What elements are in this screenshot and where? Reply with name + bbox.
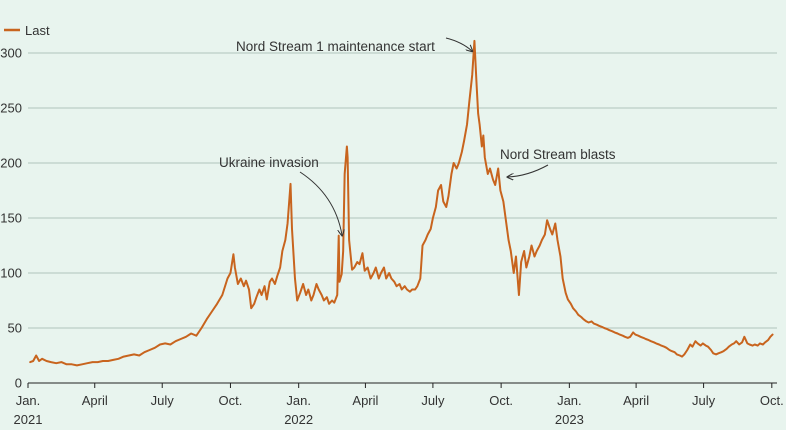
annotation-label-nord-stream-maintenance: Nord Stream 1 maintenance start <box>236 39 435 54</box>
x-tick-label-5: April <box>352 393 378 408</box>
y-tick-label-250: 250 <box>0 101 22 116</box>
x-tick-year-4: 2022 <box>284 412 313 427</box>
y-tick-label-200: 200 <box>0 156 22 171</box>
annotation-ukraine-invasion: Ukraine invasion <box>219 155 342 235</box>
x-tick-label-11: Oct. <box>760 393 784 408</box>
series <box>29 39 774 367</box>
gridlines <box>28 52 777 329</box>
x-tick-year-0: 2021 <box>14 412 43 427</box>
x-tick-label-2: July <box>151 393 175 408</box>
y-tick-label-150: 150 <box>0 211 22 226</box>
y-tick-label-100: 100 <box>0 266 22 281</box>
annotations: Nord Stream 1 maintenance start Ukraine … <box>219 37 616 235</box>
annotation-nord-stream-blasts: Nord Stream blasts <box>500 147 616 177</box>
x-tick-label-4: Jan. <box>286 393 311 408</box>
x-axis: Jan. 2021 April July Oct. Jan. 2022 April July Oc… <box>14 382 784 427</box>
annotation-arrow-ukraine-invasion <box>299 171 342 235</box>
annotation-arrow-nord-stream-blasts <box>508 164 549 177</box>
annotation-arrow-nord-stream-maintenance <box>445 37 472 51</box>
x-tick-label-8: Jan. <box>557 393 582 408</box>
x-tick-label-3: Oct. <box>219 393 243 408</box>
x-tick-label-9: April <box>623 393 649 408</box>
x-tick-label-10: July <box>692 393 716 408</box>
x-tick-label-1: April <box>82 393 108 408</box>
annotation-nord-stream-maintenance: Nord Stream 1 maintenance start <box>236 37 472 54</box>
legend-label-last: Last <box>25 23 50 38</box>
annotation-label-ukraine-invasion: Ukraine invasion <box>219 155 319 170</box>
x-tick-label-0: Jan. <box>16 393 41 408</box>
x-tick-label-7: Oct. <box>489 393 513 408</box>
series-line-last <box>29 39 774 367</box>
y-tick-label-50: 50 <box>8 321 22 336</box>
y-tick-label-300: 300 <box>0 46 22 61</box>
x-tick-year-8: 2023 <box>555 412 584 427</box>
y-tick-label-0: 0 <box>15 376 22 391</box>
annotation-label-nord-stream-blasts: Nord Stream blasts <box>500 147 616 162</box>
legend: Last <box>4 23 50 38</box>
y-axis: 0 50 100 150 200 250 300 <box>0 46 22 391</box>
x-tick-label-6: July <box>421 393 445 408</box>
